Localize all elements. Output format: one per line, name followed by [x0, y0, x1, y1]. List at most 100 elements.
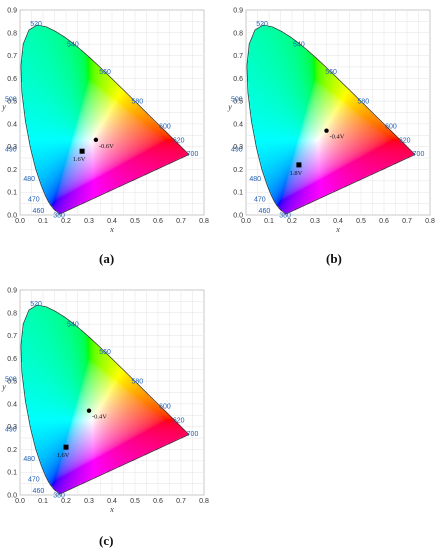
- y-tick-label: 0.2: [7, 167, 17, 174]
- x-tick-label: 0.4: [107, 498, 117, 505]
- wavelength-label: 490: [5, 146, 17, 153]
- cie-chart-a: 0.0 0.1 0.2 0.3 0.4 0.5 0.6 0.7 0.8 0.0 0.1 0.2 0.3 0…: [1, 8, 209, 235]
- y-tick-label: 0.2: [233, 167, 243, 174]
- wavelength-label: 540: [67, 322, 79, 329]
- wavelength-label: 520: [256, 21, 268, 28]
- spectral-locus-outline: [246, 24, 416, 215]
- y-tick-label: 0.4: [7, 121, 17, 128]
- x-tick-label: 0.1: [38, 218, 48, 225]
- y-tick-label: 0.0: [7, 213, 17, 220]
- wavelength-label: 470: [28, 197, 40, 204]
- x-tick-label: 0.8: [199, 498, 209, 505]
- wavelength-label: 580: [357, 99, 369, 106]
- wavelength-label: 560: [99, 349, 111, 356]
- wavelength-label: 480: [23, 456, 35, 463]
- point-marker-square: [63, 444, 69, 450]
- x-axis-label: x: [109, 505, 114, 514]
- point-marker-circle: [324, 128, 329, 133]
- y-tick-label: 0.7: [233, 53, 243, 60]
- y-tick-label: 0.2: [7, 447, 17, 454]
- x-tick-label: 0.4: [107, 218, 117, 225]
- y-tick-label: 0.4: [7, 401, 17, 408]
- x-tick-label: 0.4: [333, 218, 343, 225]
- caption-a: (a): [99, 251, 115, 266]
- wavelength-label: 580: [131, 99, 143, 106]
- x-tick-label: 0.0: [15, 498, 25, 505]
- x-tick-label: 0.6: [379, 218, 389, 225]
- wavelength-label: 540: [67, 42, 79, 49]
- wavelength-label: 490: [5, 426, 17, 433]
- x-tick-label: 0.1: [38, 498, 48, 505]
- cie-chart-c: 0.0 0.1 0.2 0.3 0.4 0.5 0.6 0.7 0.8 0.0 0.1 0.2 0.3 0…: [1, 288, 209, 515]
- point-label: -0.4V: [92, 414, 107, 421]
- wavelength-label: 520: [30, 21, 42, 28]
- y-tick-label: 0.6: [7, 76, 17, 83]
- y-tick-label: 0.1: [7, 470, 17, 477]
- wavelength-label: 460: [33, 488, 45, 495]
- wavelength-label: 600: [159, 404, 171, 411]
- x-tick-label: 0.3: [310, 218, 320, 225]
- y-tick-label: 0.7: [7, 53, 17, 60]
- y-tick-label: 0.1: [7, 190, 17, 197]
- cie-gamut-fill: [20, 290, 204, 495]
- wavelength-label: 700: [413, 151, 425, 158]
- wavelength-label: 500: [5, 376, 17, 383]
- spectral-locus-outline: [20, 24, 190, 215]
- spectral-locus-outline: [20, 304, 190, 495]
- wavelength-label: 460: [259, 208, 271, 215]
- x-tick-label: 0.5: [356, 218, 366, 225]
- wavelength-label: 380: [279, 213, 291, 220]
- point-marker-square: [79, 148, 85, 154]
- wavelength-label: 600: [159, 124, 171, 131]
- x-tick-label: 0.7: [402, 218, 412, 225]
- y-tick-label: 0.6: [7, 356, 17, 363]
- wavelength-label: 500: [5, 96, 17, 103]
- chart-panel-c: 0.0 0.1 0.2 0.3 0.4 0.5 0.6 0.7 0.8 0.0 0.1 0.2 0.3 0…: [0, 280, 215, 520]
- x-tick-label: 0.8: [425, 218, 435, 225]
- y-tick-label: 0.9: [7, 8, 17, 15]
- x-tick-label: 0.2: [61, 218, 71, 225]
- cie-gamut-fill: [246, 10, 430, 215]
- chart-panel-a: 0.0 0.1 0.2 0.3 0.4 0.5 0.6 0.7 0.8 0.0 0.1 0.2 0.3 0…: [0, 0, 215, 240]
- y-tick-label: 0.0: [7, 493, 17, 500]
- y-tick-label: 0.7: [7, 333, 17, 340]
- x-tick-label: 0.7: [176, 218, 186, 225]
- wavelength-label: 380: [53, 213, 65, 220]
- x-tick-label: 0.3: [84, 218, 94, 225]
- x-tick-label: 0.7: [176, 498, 186, 505]
- y-tick-label: 0.0: [233, 213, 243, 220]
- wavelength-label: 380: [53, 493, 65, 500]
- y-tick-label: 0.4: [233, 121, 243, 128]
- x-tick-label: 0.3: [84, 498, 94, 505]
- wavelength-label: 490: [231, 146, 243, 153]
- point-marker-circle: [93, 137, 99, 143]
- wavelength-label: 620: [173, 137, 185, 144]
- wavelength-label: 480: [249, 176, 261, 183]
- x-tick-label: 0.0: [241, 218, 251, 225]
- y-tick-label: 0.3: [7, 424, 17, 431]
- point-label: -0.6V: [99, 143, 114, 150]
- wavelength-label: 620: [173, 417, 185, 424]
- point-label: 1.8V: [289, 170, 302, 177]
- y-tick-label: 0.3: [233, 144, 243, 151]
- x-tick-label: 0.6: [153, 498, 163, 505]
- x-tick-label: 0.2: [61, 498, 71, 505]
- caption-b: (b): [326, 251, 342, 266]
- x-tick-label: 0.1: [264, 218, 274, 225]
- point-marker-circle: [86, 408, 92, 413]
- wavelength-label: 580: [131, 379, 143, 386]
- y-tick-label: 0.6: [233, 76, 243, 83]
- y-tick-label: 0.8: [7, 310, 17, 317]
- wavelength-label: 620: [399, 137, 411, 144]
- x-tick-label: 0.8: [199, 218, 209, 225]
- x-axis-label: x: [109, 225, 114, 234]
- point-label: -0.4V: [330, 134, 345, 141]
- wavelength-label: 560: [99, 69, 111, 76]
- caption-c: (c): [99, 533, 114, 548]
- x-axis-label: x: [335, 225, 340, 234]
- y-axis-label: y: [227, 103, 232, 112]
- wavelength-label: 470: [254, 197, 266, 204]
- wavelength-label: 700: [187, 151, 199, 158]
- chart-panel-b: 0.0 0.1 0.2 0.3 0.4 0.5 0.6 0.7 0.8 0.0 0.1 0.2 0.3 0…: [226, 0, 441, 240]
- cie-chart-b: 0.0 0.1 0.2 0.3 0.4 0.5 0.6 0.7 0.8 0.0 0.1 0.2 0.3 0…: [227, 8, 435, 235]
